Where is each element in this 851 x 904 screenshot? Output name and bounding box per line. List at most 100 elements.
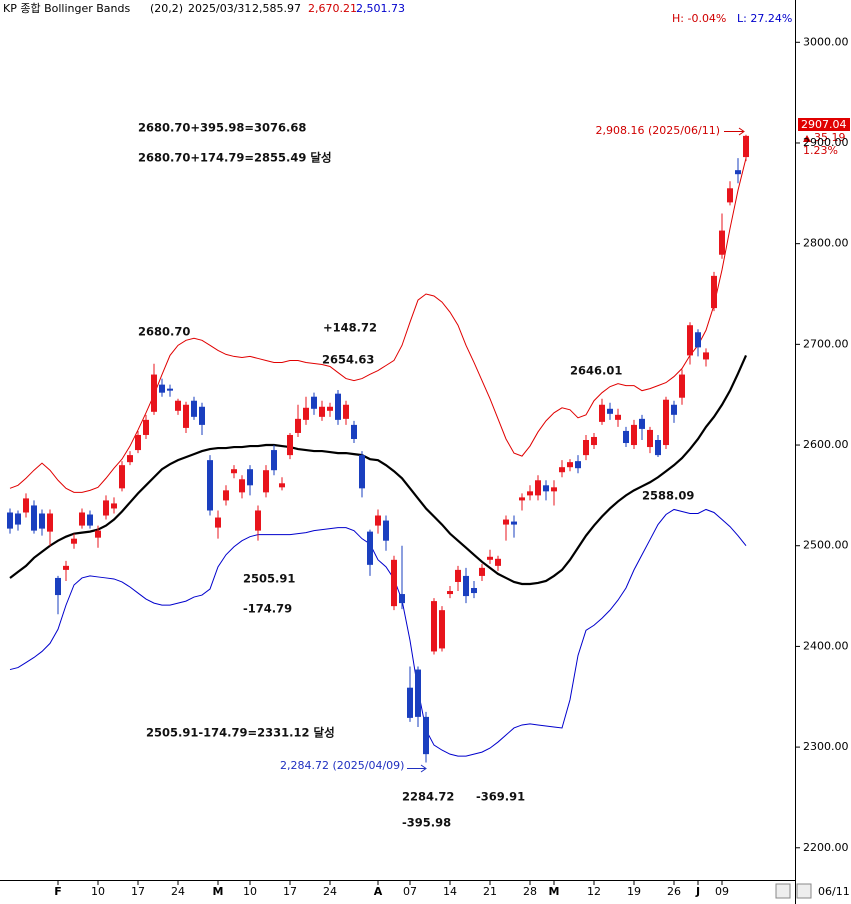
candle-body [711,275,717,309]
candle-body [591,436,597,446]
candle-body [695,332,701,348]
high-arrow [724,127,745,136]
candle-body [447,591,453,595]
candle-body [303,407,309,420]
params: (20,2) [150,2,183,15]
zoom-button[interactable] [775,883,791,899]
candle-body [191,400,197,417]
date: 2025/03/31 [188,2,251,15]
candle-body [655,440,661,456]
candle-body [215,517,221,528]
last-price-box [798,118,850,131]
x-tick-label: 09 [715,885,729,898]
candle-body [471,588,477,594]
candle-body [287,434,293,456]
candle-body [183,404,189,428]
candle-body [719,230,725,255]
candle-body [279,483,285,488]
x-tick-label: M [549,885,560,898]
y-tick-label: 2600.00 [803,438,849,451]
settings-button[interactable] [796,883,812,899]
x-tick-label: 24 [323,885,337,898]
candle-body [559,467,565,473]
x-tick-label: M [213,885,224,898]
header-value: 2,670.21 [308,2,357,15]
last-price: 2907.04 35.19 1.23% [798,118,850,157]
candle-body [151,374,157,412]
x-tick-label: 24 [171,885,185,898]
x-tick-label: F [54,885,62,898]
candle-body [15,513,21,525]
x-tick-label: 10 [243,885,257,898]
candle-body [159,384,165,393]
candle-body [567,462,573,468]
candle-body [111,503,117,509]
annotation: 2588.09 [642,489,694,503]
candle-body [223,490,229,501]
annotation: +148.72 [323,321,377,335]
range-high: H: -0.04% [672,12,726,25]
candle-body [79,512,85,526]
annotation: 2680.70+395.98=3076.68 [138,121,306,135]
x-tick-label: 17 [131,885,145,898]
x-tick-label: 17 [283,885,297,898]
change-icon [803,135,811,142]
candle-body [359,455,365,489]
x-tick-label: 14 [443,885,457,898]
candle-body [63,565,69,570]
candle-body [631,424,637,446]
plot-area [7,134,749,763]
y-tick-label: 2500.00 [803,539,849,552]
candle-body [7,512,13,529]
candle-body [375,515,381,526]
candle-body [231,469,237,474]
annotation: 2505.91-174.79=2331.12 달성 [146,726,335,740]
y-tick-label: 2800.00 [803,237,849,250]
candle-body [295,418,301,433]
candle-body [503,519,509,525]
candle-body [527,491,533,496]
annotation: 2680.70 [138,325,190,339]
candle-body [615,414,621,420]
header-value: 2,585.97 [252,2,301,15]
candle-body [479,567,485,576]
candle-body [271,450,277,471]
candle-body [495,558,501,566]
candle-body [175,400,181,411]
candle-body [703,352,709,360]
candle-body [487,556,493,560]
candle-body [23,498,29,513]
candle-body [199,406,205,425]
y-tick-label: 2700.00 [803,337,849,350]
x-tick-label: A [374,885,383,898]
candle-body [463,575,469,597]
annotation: -369.91 [476,790,525,804]
candle-body [439,610,445,649]
candle-body [343,404,349,419]
candle-body [575,461,581,469]
candle-body [247,469,253,486]
annotation: 2646.01 [570,364,622,378]
candle-body [55,577,61,596]
change-label: 35.19 [814,131,846,144]
band-line [9,157,747,493]
candle-body [119,465,125,489]
x-tick-label: 26 [667,885,681,898]
candle-body [679,374,685,398]
header-value: 2,501.73 [356,2,405,15]
candle-body [551,487,557,492]
candle-body [735,170,741,175]
annotation: -174.79 [243,602,292,616]
annotations: 2680.70+395.98=3076.68 2680.70+174.79=28… [138,121,694,830]
candle-body [423,716,429,755]
x-tick-label: 28 [523,885,537,898]
candle-body [511,521,517,525]
candle-body [367,531,373,565]
chart-title: KP 종합 Bollinger Bands [3,2,131,15]
range-low: L: 27.24% [737,12,792,25]
candle-body [351,424,357,439]
band-line [9,354,748,586]
low-arrow [407,764,427,773]
candle-body [391,559,397,607]
candle-body [399,594,405,604]
